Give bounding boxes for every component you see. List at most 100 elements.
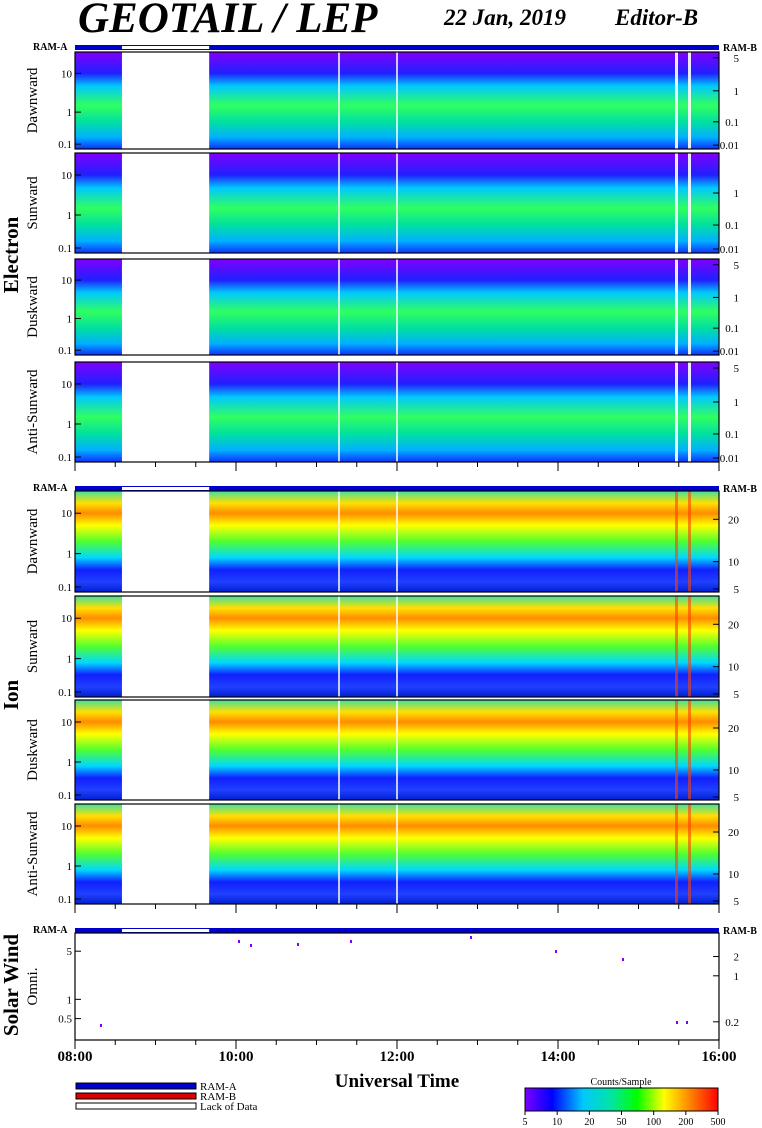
x-tick-label: 10:00 bbox=[219, 1049, 254, 1065]
left-tick-label: 0.1 bbox=[58, 790, 72, 802]
burst-mark bbox=[688, 259, 691, 355]
ram-gap bbox=[121, 46, 210, 49]
left-tick-label: 10 bbox=[61, 508, 73, 520]
chart-editor: Editor-B bbox=[615, 5, 699, 30]
colorbar-tick-label: 500 bbox=[711, 1117, 726, 1128]
group-label: Ion bbox=[0, 680, 23, 711]
panel-frame bbox=[74, 51, 720, 150]
data-gap bbox=[121, 596, 210, 697]
burst-mark bbox=[688, 596, 691, 697]
panel-label: Sunward bbox=[25, 176, 41, 230]
left-tick-label: 1 bbox=[67, 419, 73, 431]
panel-label: Anti-Sunward bbox=[25, 811, 41, 896]
right-tick-label: 1 bbox=[734, 188, 740, 200]
left-tick-label: 0.1 bbox=[58, 452, 72, 464]
burst-mark bbox=[688, 153, 691, 253]
burst-mark bbox=[675, 700, 678, 800]
left-tick-label: 1 bbox=[67, 757, 73, 769]
right-tick-label: 1 bbox=[734, 397, 740, 409]
ram-bar bbox=[75, 928, 719, 933]
left-tick-label: 10 bbox=[61, 275, 73, 287]
left-tick-label: 0.1 bbox=[58, 345, 72, 357]
panel-label: Duskward bbox=[25, 276, 41, 338]
chart-date: 22 Jan, 2019 bbox=[444, 5, 567, 30]
ram-gap bbox=[121, 929, 210, 932]
panel-label: Dawnward bbox=[25, 508, 41, 574]
colorbar bbox=[524, 1087, 719, 1112]
left-tick-label: 0.1 bbox=[58, 139, 72, 151]
burst-mark bbox=[688, 491, 691, 592]
right-tick-label: 5 bbox=[734, 260, 740, 272]
colorbar-title: Counts/Sample bbox=[590, 1077, 652, 1088]
left-tick-label: 1 bbox=[67, 107, 73, 119]
right-tick-label: 10 bbox=[728, 557, 740, 569]
panel-frame bbox=[74, 595, 720, 698]
burst-mark bbox=[688, 52, 691, 149]
burst-mark bbox=[675, 804, 678, 904]
left-tick-label: 10 bbox=[61, 821, 73, 833]
data-point bbox=[470, 936, 472, 939]
burst-mark bbox=[688, 700, 691, 800]
panel-frame bbox=[74, 699, 720, 801]
data-point bbox=[250, 944, 252, 947]
legend-label: Lack of Data bbox=[200, 1101, 258, 1113]
right-tick-label: 5 bbox=[734, 792, 740, 804]
right-tick-label: 5 bbox=[734, 896, 740, 908]
ram-b-label: RAM-B bbox=[723, 484, 757, 495]
right-tick-label: 5 bbox=[734, 53, 740, 65]
burst-mark bbox=[675, 153, 678, 253]
panels-layer bbox=[75, 52, 719, 1027]
left-tick-label: 1 bbox=[67, 994, 73, 1006]
right-tick-label: 0.01 bbox=[720, 244, 739, 256]
right-tick-label: 10 bbox=[728, 765, 740, 777]
x-tick-label: 14:00 bbox=[541, 1049, 576, 1065]
data-point bbox=[297, 943, 299, 946]
ram-a-label: RAM-A bbox=[33, 925, 68, 936]
x-tick-label: 12:00 bbox=[380, 1049, 415, 1065]
ram-a-label: RAM-A bbox=[33, 483, 68, 494]
data-point bbox=[350, 940, 352, 943]
chart-title: GEOTAIL / LEP bbox=[78, 0, 378, 42]
legend-swatch bbox=[75, 1102, 197, 1110]
burst-mark bbox=[688, 362, 691, 462]
ram-b-label: RAM-B bbox=[723, 43, 757, 54]
right-tick-label: 0.2 bbox=[725, 1017, 739, 1029]
left-tick-label: 1 bbox=[67, 210, 73, 222]
panel-label: Duskward bbox=[25, 719, 41, 781]
left-tick-label: 10 bbox=[61, 68, 73, 80]
right-tick-label: 20 bbox=[728, 514, 740, 526]
left-tick-label: 1 bbox=[67, 654, 73, 666]
left-tick-label: 10 bbox=[61, 379, 73, 391]
left-tick-label: 1 bbox=[67, 861, 73, 873]
panel-label: Omni. bbox=[25, 968, 41, 1006]
data-gap bbox=[121, 804, 210, 904]
burst-mark bbox=[688, 804, 691, 904]
right-tick-label: 0.1 bbox=[725, 117, 739, 129]
right-tick-label: 10 bbox=[728, 662, 740, 674]
colorbar-tick-label: 100 bbox=[646, 1117, 661, 1128]
left-tick-label: 0.5 bbox=[58, 1014, 72, 1026]
right-tick-label: 1 bbox=[734, 86, 740, 98]
data-gap bbox=[121, 259, 210, 355]
burst-mark bbox=[675, 259, 678, 355]
ram-bar bbox=[75, 486, 719, 491]
left-tick-label: 1 bbox=[67, 314, 73, 326]
right-tick-label: 0.01 bbox=[720, 140, 739, 152]
axes-layer: RAM-A RAM-B Electron Dawnward 10 1 0.1 5 1 0.1 0.0… bbox=[0, 42, 757, 1092]
burst-mark bbox=[675, 491, 678, 592]
burst-mark bbox=[675, 596, 678, 697]
x-axis-label: Universal Time bbox=[335, 1071, 459, 1092]
legend-label: RAM-A bbox=[200, 1081, 237, 1093]
left-tick-label: 1 bbox=[67, 549, 73, 561]
data-gap bbox=[121, 52, 210, 149]
right-tick-label: 0.01 bbox=[720, 346, 739, 358]
colorbar-tick-label: 5 bbox=[523, 1117, 528, 1128]
right-tick-label: 5 bbox=[734, 584, 740, 596]
right-tick-label: 20 bbox=[728, 723, 740, 735]
colorbar-tick-label: 20 bbox=[584, 1117, 594, 1128]
left-tick-label: 10 bbox=[61, 717, 73, 729]
data-point bbox=[555, 950, 557, 953]
ram-a-label: RAM-A bbox=[33, 42, 68, 53]
group-label: Electron bbox=[0, 216, 23, 293]
data-point bbox=[238, 940, 240, 943]
